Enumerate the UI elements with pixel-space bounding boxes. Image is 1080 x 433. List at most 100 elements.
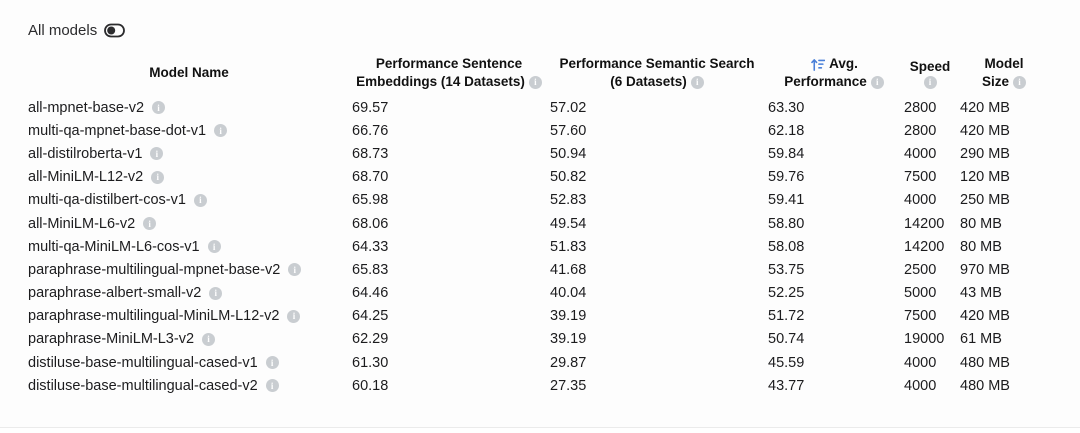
cell-speed: 4000 — [904, 192, 937, 209]
info-icon[interactable]: i — [1013, 75, 1026, 89]
info-icon[interactable]: i — [287, 309, 301, 323]
cell-avg-performance: 50.74 — [768, 331, 805, 348]
info-icon[interactable]: i — [870, 75, 884, 89]
cell-avg-performance: 58.08 — [768, 238, 805, 255]
cell-avg-performance: 52.25 — [768, 285, 805, 302]
column-header-model-size[interactable]: Model Size i — [958, 55, 1050, 91]
cell-model-name: multi-qa-distilbert-cos-v1 i — [28, 192, 350, 208]
column-header-perf-embeddings[interactable]: Performance Sentence Embeddings (14 Data… — [350, 55, 548, 91]
cell-avg-performance: 51.72 — [768, 308, 805, 325]
table-row: multi-qa-distilbert-cos-v1 i 65.98 52.83… — [28, 189, 1080, 212]
model-name: multi-qa-MiniLM-L6-cos-v1 — [28, 238, 200, 255]
info-icon[interactable]: i — [923, 75, 937, 89]
column-header-avg-performance[interactable]: Avg. Performance i — [766, 55, 902, 91]
table-row: distiluse-base-multilingual-cased-v1 i 6… — [28, 351, 1080, 374]
models-filter[interactable]: All models — [28, 20, 1080, 40]
cell-perf-search: 57.02 — [550, 99, 587, 116]
table-row: all-distilroberta-v1 i 68.73 50.94 59.84… — [28, 142, 1080, 165]
cell-avg-performance: 59.41 — [768, 192, 805, 209]
model-name: paraphrase-multilingual-mpnet-base-v2 — [28, 261, 281, 278]
cell-speed: 5000 — [904, 285, 937, 302]
cell-perf-search: 50.94 — [550, 145, 587, 162]
info-icon[interactable]: i — [528, 75, 542, 89]
cell-perf-embeddings: 64.46 — [352, 285, 389, 302]
bottom-divider — [0, 427, 1080, 433]
cell-model-size: 250 MB — [960, 192, 1010, 209]
column-header-model-name[interactable]: Model Name — [149, 65, 229, 80]
cell-avg-performance: 43.77 — [768, 377, 805, 394]
model-name: paraphrase-MiniLM-L3-v2 — [28, 331, 195, 348]
cell-model-name: paraphrase-albert-small-v2 i — [28, 285, 350, 301]
info-icon[interactable]: i — [690, 75, 704, 89]
info-icon[interactable]: i — [151, 170, 165, 184]
cell-speed: 2500 — [904, 261, 937, 278]
info-icon[interactable]: i — [152, 101, 166, 115]
cell-speed: 4000 — [904, 354, 937, 371]
model-name: distiluse-base-multilingual-cased-v1 — [28, 354, 258, 371]
model-name: all-MiniLM-L6-v2 — [28, 215, 136, 232]
cell-model-name: paraphrase-multilingual-MiniLM-L12-v2 i — [28, 308, 350, 324]
cell-perf-search: 51.83 — [550, 238, 587, 255]
info-icon[interactable]: i — [214, 124, 228, 138]
cell-perf-search: 39.19 — [550, 308, 587, 325]
model-name: multi-qa-distilbert-cos-v1 — [28, 192, 186, 209]
cell-avg-performance: 62.18 — [768, 122, 805, 139]
cell-avg-performance: 45.59 — [768, 354, 805, 371]
sort-ascending-icon[interactable] — [810, 58, 826, 71]
info-icon[interactable]: i — [202, 332, 216, 346]
table-row: paraphrase-multilingual-MiniLM-L12-v2 i … — [28, 305, 1080, 328]
info-icon[interactable]: i — [193, 193, 207, 207]
cell-speed: 4000 — [904, 377, 937, 394]
model-name: all-MiniLM-L12-v2 — [28, 169, 144, 186]
cell-model-size: 43 MB — [960, 285, 1002, 302]
cell-perf-embeddings: 60.18 — [352, 377, 389, 394]
column-header-speed[interactable]: Speed i — [909, 58, 951, 89]
table-row: multi-qa-mpnet-base-dot-v1 i 66.76 57.60… — [28, 119, 1080, 142]
cell-model-size: 120 MB — [960, 169, 1010, 186]
cell-speed: 2800 — [904, 122, 937, 139]
cell-avg-performance: 58.80 — [768, 215, 805, 232]
table-row: all-MiniLM-L12-v2 i 68.70 50.82 59.76 75… — [28, 166, 1080, 189]
table-row: paraphrase-albert-small-v2 i 64.46 40.04… — [28, 282, 1080, 305]
cell-model-name: all-distilroberta-v1 i — [28, 146, 350, 162]
models-table: Model Name Performance Sentence Embeddin… — [28, 50, 1080, 397]
cell-perf-embeddings: 61.30 — [352, 354, 389, 371]
cell-speed: 19000 — [904, 331, 945, 348]
column-header-perf-search[interactable]: Performance Semantic Search (6 Datasets)… — [559, 56, 755, 89]
cell-perf-embeddings: 68.70 — [352, 169, 389, 186]
info-icon[interactable]: i — [150, 147, 164, 161]
cell-avg-performance: 59.84 — [768, 145, 805, 162]
cell-speed: 14200 — [904, 215, 945, 232]
info-icon[interactable]: i — [265, 356, 279, 370]
cell-perf-search: 49.54 — [550, 215, 587, 232]
cell-model-size: 420 MB — [960, 308, 1010, 325]
cell-model-name: multi-qa-mpnet-base-dot-v1 i — [28, 123, 350, 139]
cell-model-size: 970 MB — [960, 261, 1010, 278]
models-table-widget: All models Model Name Performance Senten… — [28, 20, 1080, 397]
table-row: paraphrase-MiniLM-L3-v2 i 62.29 39.19 50… — [28, 328, 1080, 351]
info-icon[interactable]: i — [209, 286, 223, 300]
cell-perf-embeddings: 64.33 — [352, 238, 389, 255]
cell-perf-embeddings: 65.98 — [352, 192, 389, 209]
cell-perf-search: 57.60 — [550, 122, 587, 139]
cell-model-name: distiluse-base-multilingual-cased-v1 i — [28, 355, 350, 371]
cell-perf-embeddings: 68.73 — [352, 145, 389, 162]
info-icon[interactable]: i — [207, 240, 221, 254]
cell-model-name: all-MiniLM-L6-v2 i — [28, 216, 350, 232]
filter-label: All models — [28, 21, 98, 39]
table-row: all-MiniLM-L6-v2 i 68.06 49.54 58.80 142… — [28, 212, 1080, 235]
table-row: paraphrase-multilingual-mpnet-base-v2 i … — [28, 258, 1080, 281]
cell-speed: 4000 — [904, 145, 937, 162]
cell-perf-embeddings: 68.06 — [352, 215, 389, 232]
toggle-switch-icon[interactable] — [104, 23, 126, 38]
cell-perf-search: 50.82 — [550, 169, 587, 186]
cell-speed: 14200 — [904, 238, 945, 255]
cell-perf-embeddings: 64.25 — [352, 308, 389, 325]
info-icon[interactable]: i — [288, 263, 302, 277]
cell-model-size: 290 MB — [960, 145, 1010, 162]
cell-perf-search: 40.04 — [550, 285, 587, 302]
cell-model-size: 80 MB — [960, 215, 1002, 232]
info-icon[interactable]: i — [143, 217, 157, 231]
info-icon[interactable]: i — [265, 379, 279, 393]
cell-model-name: paraphrase-multilingual-mpnet-base-v2 i — [28, 262, 350, 278]
